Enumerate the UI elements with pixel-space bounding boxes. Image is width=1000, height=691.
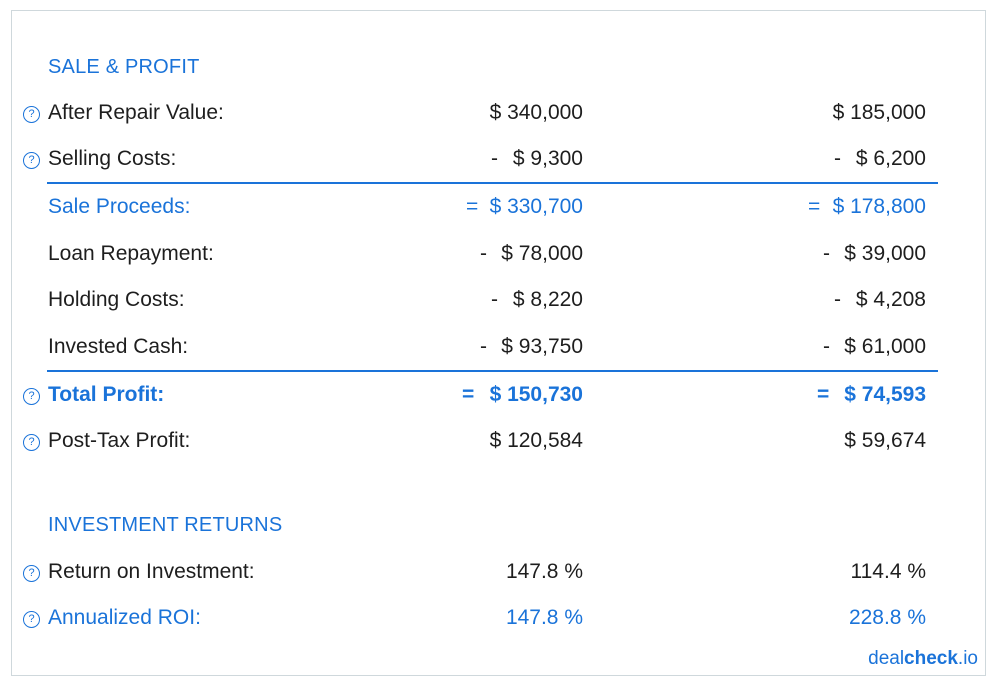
row-after-repair-value: ? After Repair Value: $ 340,000 $ 185,00… bbox=[0, 101, 1000, 131]
value-col2: $ 61,000 bbox=[844, 335, 926, 358]
divider-line bbox=[47, 182, 938, 184]
value-col2: $ 178,800 bbox=[832, 195, 926, 218]
value-col1: $ 93,750 bbox=[501, 335, 583, 358]
value-col2: $ 6,200 bbox=[855, 147, 926, 170]
value-col1: $ 8,220 bbox=[512, 288, 583, 311]
value-col2: $ 59,674 bbox=[844, 429, 926, 452]
row-label: Total Profit: bbox=[48, 383, 165, 406]
row-total-profit: ? Total Profit: = $ 150,730 = $ 74,593 bbox=[0, 383, 1000, 413]
section-title-sale-profit: SALE & PROFIT bbox=[48, 56, 200, 78]
operator-col2: - bbox=[834, 147, 841, 170]
row-post-tax-profit: ? Post-Tax Profit: $ 120,584 $ 59,674 bbox=[0, 429, 1000, 459]
value-col1: 147.8 % bbox=[505, 560, 583, 583]
help-icon[interactable]: ? bbox=[23, 434, 40, 451]
help-icon[interactable]: ? bbox=[23, 388, 40, 405]
row-label: Loan Repayment: bbox=[48, 242, 214, 265]
value-col2: $ 74,593 bbox=[844, 383, 926, 406]
row-label: Annualized ROI: bbox=[48, 606, 201, 629]
value-col1: $ 120,584 bbox=[489, 429, 583, 452]
operator-col2: - bbox=[823, 242, 830, 265]
value-col2: $ 39,000 bbox=[844, 242, 926, 265]
row-invested-cash: Invested Cash: - $ 93,750 - $ 61,000 bbox=[0, 335, 1000, 365]
help-icon[interactable]: ? bbox=[23, 611, 40, 628]
divider-line bbox=[47, 370, 938, 372]
row-label: Return on Investment: bbox=[48, 560, 255, 583]
value-col2: 114.4 % bbox=[850, 560, 927, 583]
value-col1: $ 78,000 bbox=[501, 242, 583, 265]
operator-col1: - bbox=[491, 147, 498, 170]
section-title-investment-returns: INVESTMENT RETURNS bbox=[48, 514, 283, 536]
row-label: Post-Tax Profit: bbox=[48, 429, 191, 452]
operator-col2: = bbox=[817, 383, 830, 406]
row-annualized-roi: ? Annualized ROI: 147.8 % 228.8 % bbox=[0, 606, 1000, 636]
row-label: Sale Proceeds: bbox=[48, 195, 191, 218]
operator-col2: - bbox=[834, 288, 841, 311]
value-col2: $ 4,208 bbox=[855, 288, 926, 311]
operator-col1: = bbox=[462, 383, 475, 406]
row-sale-proceeds: Sale Proceeds: = $ 330,700 = $ 178,800 bbox=[0, 195, 1000, 225]
value-col1: 147.8 % bbox=[505, 606, 583, 629]
row-selling-costs: ? Selling Costs: - $ 9,300 - $ 6,200 bbox=[0, 147, 1000, 177]
value-col2: $ 185,000 bbox=[832, 101, 926, 124]
operator-col1: - bbox=[480, 242, 487, 265]
row-label: Holding Costs: bbox=[48, 288, 185, 311]
results-card bbox=[11, 10, 986, 676]
value-col1: $ 150,730 bbox=[489, 383, 583, 406]
operator-col1: - bbox=[491, 288, 498, 311]
operator-col1: = bbox=[466, 195, 479, 218]
row-loan-repayment: Loan Repayment: - $ 78,000 - $ 39,000 bbox=[0, 242, 1000, 272]
brand-part-check: check bbox=[904, 648, 958, 669]
value-col2: 228.8 % bbox=[848, 606, 926, 629]
row-holding-costs: Holding Costs: - $ 8,220 - $ 4,208 bbox=[0, 288, 1000, 318]
value-col1: $ 330,700 bbox=[489, 195, 583, 218]
operator-col2: - bbox=[823, 335, 830, 358]
row-label: Selling Costs: bbox=[48, 147, 177, 170]
value-col1: $ 340,000 bbox=[489, 101, 583, 124]
brand-part-io: .io bbox=[957, 648, 978, 669]
brand-part-deal: deal bbox=[868, 648, 905, 669]
help-icon[interactable]: ? bbox=[23, 565, 40, 582]
operator-col1: - bbox=[480, 335, 487, 358]
operator-col2: = bbox=[808, 195, 821, 218]
row-label: After Repair Value: bbox=[48, 101, 224, 124]
help-icon[interactable]: ? bbox=[23, 106, 40, 123]
value-col1: $ 9,300 bbox=[512, 147, 583, 170]
row-label: Invested Cash: bbox=[48, 335, 189, 358]
help-icon[interactable]: ? bbox=[23, 152, 40, 169]
row-return-on-investment: ? Return on Investment: 147.8 % 114.4 % bbox=[0, 560, 1000, 590]
brand-logo: dealcheck.io bbox=[868, 648, 978, 670]
